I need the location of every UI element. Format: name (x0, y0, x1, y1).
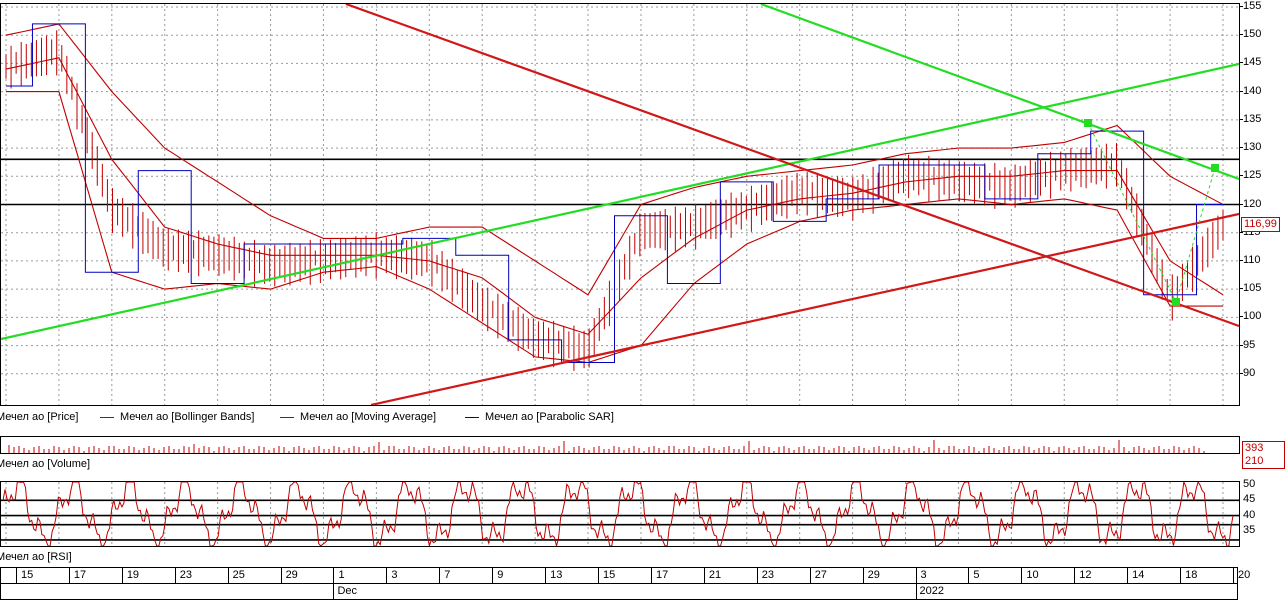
volume-badge: 393 210 (1242, 441, 1285, 469)
x-tick-label: 7 (439, 568, 450, 583)
y-tick-label: 95 (1243, 338, 1256, 351)
y-tick-mark (1240, 34, 1243, 36)
volume-chart (8, 440, 1205, 453)
y-tick-label: 140 (1243, 84, 1262, 97)
price-y-axis: 1551501451401351301251201151101051009590 (1240, 0, 1285, 406)
price-chart (1, 4, 1239, 405)
trendline-connector (1087, 122, 1216, 304)
y-tick-label: 110 (1243, 253, 1261, 266)
legend-item-label: Мечел ао [Price] (0, 411, 79, 423)
x-tick-label: 23 (756, 568, 774, 583)
legend-item-moving-average: Мечел ао [Moving Average] (280, 411, 436, 423)
y-tick-label: 100 (1243, 310, 1262, 323)
trendlines[interactable] (1, 4, 1239, 405)
y-tick-label: 155 (1243, 0, 1262, 12)
x-tick-label: 9 (492, 568, 503, 583)
trendline-anchor[interactable] (1211, 164, 1219, 172)
x-tick-label: 3 (386, 568, 398, 583)
y-tick-label: 150 (1243, 28, 1262, 41)
x-tick-label: 21 (703, 568, 721, 583)
y-tick-label: 125 (1243, 169, 1262, 182)
rsi-pane[interactable] (0, 481, 1240, 547)
x-month-label: Dec (333, 583, 357, 600)
x-tick-label: 29 (862, 568, 880, 583)
green-downtrend-line[interactable] (760, 4, 1239, 181)
x-tick-label: 20 (1233, 568, 1250, 583)
x-tick-label: 25 (227, 568, 245, 583)
legend-item-parabolic-sar: Мечел ао [Parabolic SAR] (465, 411, 614, 423)
red-downtrend-line[interactable] (345, 4, 1239, 328)
y-tick-mark (1240, 259, 1243, 261)
x-tick-label: 10 (1021, 568, 1039, 583)
legend-item-label: Мечел ао [Moving Average] (300, 411, 437, 423)
price-pane[interactable] (0, 3, 1240, 406)
y-tick-label: 90 (1243, 366, 1256, 379)
x-axis: 15 17 19 23 25 29 1 3 7 9 13 15 17 21 23 27 29 3 5 10 12 14 18… (0, 567, 1250, 600)
x-axis-separator (1, 583, 1237, 584)
x-tick-label: 15 (16, 568, 33, 583)
x-tick-label: 18 (1180, 568, 1197, 583)
rsi-line (2, 482, 1234, 546)
rsi-y-axis: 50 45 40 35 (1240, 478, 1285, 547)
y-tick-label: 135 (1243, 112, 1262, 125)
y-tick-mark (1240, 118, 1243, 120)
y-tick-label: 145 (1243, 56, 1262, 69)
x-tick-label: 23 (174, 568, 192, 583)
y-tick-label: 105 (1243, 282, 1262, 295)
y-tick-mark (1240, 175, 1243, 177)
y-tick-label: 120 (1243, 197, 1262, 210)
legend-item-label: Мечел ао [Parabolic SAR] (485, 411, 614, 423)
rsi-y-tick-label: 45 (1243, 493, 1256, 506)
y-tick-mark (1240, 147, 1243, 149)
y-tick-mark (1240, 6, 1243, 7)
x-tick-label: 29 (280, 568, 298, 583)
volume-pane[interactable] (0, 436, 1240, 454)
x-tick-label: 13 (545, 568, 562, 583)
y-tick-mark (1240, 90, 1243, 92)
y-tick-mark (1240, 344, 1243, 346)
x-tick-label: 14 (1127, 568, 1144, 583)
x-tick-label: 3 (915, 568, 927, 583)
y-tick-mark (1240, 203, 1243, 205)
y-tick-mark (1240, 316, 1243, 318)
legend-swatch (465, 416, 479, 418)
legend-item-bollinger: Мечел ао [Bollinger Bands] (100, 411, 254, 423)
last-price-badge: 116,99 (1241, 217, 1280, 232)
x-tick-label: 1 (333, 568, 345, 583)
rsi-y-tick-label: 50 (1243, 478, 1256, 491)
y-tick-label: 130 (1243, 141, 1262, 154)
rsi-caption: Мечел ао [RSI] (0, 551, 72, 563)
x-tick-label: 15 (598, 568, 615, 583)
parabolic-sar-line (6, 23, 1223, 363)
x-tick-label: 19 (121, 568, 139, 583)
y-tick-mark (1240, 288, 1243, 290)
y-tick-mark (1240, 62, 1243, 64)
x-tick-label: 27 (809, 568, 827, 583)
red-uptrend-line[interactable] (370, 212, 1239, 405)
rsi-chart (1, 482, 1239, 546)
rsi-y-tick-label: 35 (1243, 523, 1256, 536)
x-tick-label: 12 (1074, 568, 1092, 583)
legend-item-price: Мечел ао [Price] (0, 411, 78, 423)
y-tick-mark (1240, 231, 1243, 233)
green-uptrend-line[interactable] (1, 62, 1239, 341)
x-tick-label: 5 (968, 568, 980, 583)
x-tick-label: 17 (650, 568, 668, 583)
legend-swatch (100, 416, 114, 418)
volume-caption: Мечел ао [Volume] (0, 458, 91, 470)
rsi-y-tick-label: 40 (1243, 508, 1256, 521)
x-tick-label: 17 (68, 568, 86, 583)
legend: Мечел ао [Price] Мечел ао [Bollinger Ban… (0, 411, 1238, 425)
x-month-label: 2022 (915, 583, 944, 600)
y-tick-mark (1240, 372, 1243, 374)
legend-swatch (280, 416, 294, 418)
legend-item-label: Мечел ао [Bollinger Bands] (120, 411, 255, 423)
